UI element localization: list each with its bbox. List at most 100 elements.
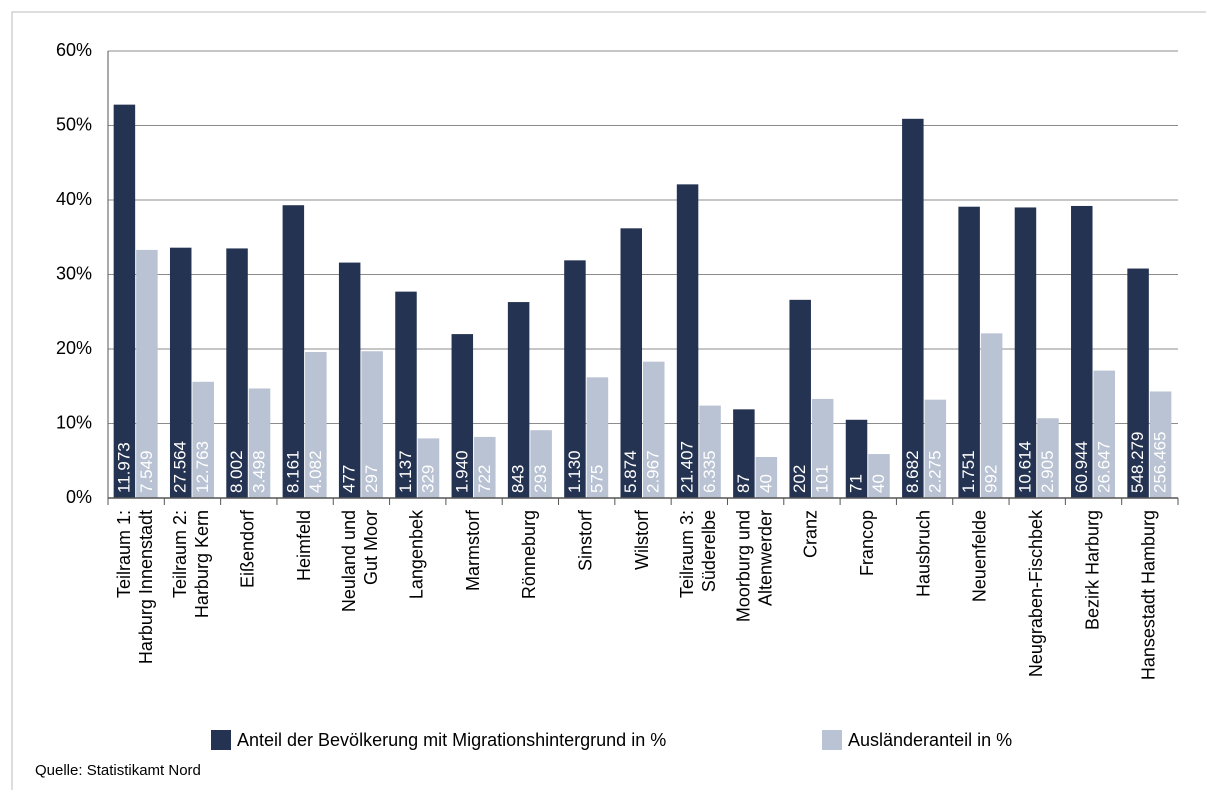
y-tick-label: 50% — [56, 114, 92, 134]
bar — [248, 388, 271, 498]
bar-label: 1.137 — [396, 450, 415, 493]
bar-label: 101 — [813, 465, 832, 493]
bar — [676, 184, 699, 499]
x-tick-label: Francop — [857, 510, 877, 576]
bar-label: 477 — [340, 465, 359, 493]
bar — [338, 262, 361, 498]
bar-label: 5.874 — [621, 450, 640, 493]
bar-label: 40 — [869, 474, 888, 493]
bar-label: 87 — [734, 474, 753, 493]
x-tick-label: Teilraum 3: — [677, 510, 697, 598]
bar — [1037, 418, 1059, 498]
bar-label: 10.614 — [1015, 441, 1034, 493]
x-tick-label: Marmstorf — [463, 509, 483, 591]
bar-label: 992 — [982, 465, 1001, 493]
bar-label: 27.564 — [171, 441, 190, 493]
bar — [474, 436, 496, 498]
bar — [755, 457, 778, 498]
y-tick-label: 60% — [56, 40, 92, 60]
bar — [305, 351, 327, 498]
x-tick-label: Langenbek — [406, 509, 426, 599]
bar-label: 2.275 — [925, 450, 944, 493]
bar — [192, 381, 214, 498]
bar — [789, 299, 811, 498]
x-tick-label: Neugraben-Fischbek — [1026, 509, 1046, 677]
bar — [586, 377, 609, 498]
x-tick-label: Cranz — [801, 510, 821, 558]
bar-label: 329 — [418, 465, 437, 493]
bar — [924, 399, 947, 498]
x-tick-label: Bezirk Harburg — [1082, 510, 1102, 630]
x-tick-label: Rönneburg — [519, 510, 539, 599]
bar-label: 722 — [475, 465, 494, 493]
y-tick-label: 20% — [56, 338, 92, 358]
x-tick-label: Heimfeld — [294, 510, 314, 581]
bar — [507, 302, 530, 498]
bar-label: 6.335 — [700, 450, 719, 493]
bar — [226, 248, 248, 498]
bar-label: 71 — [846, 474, 865, 493]
bar-label: 4.082 — [306, 450, 325, 493]
bar-label: 548.279 — [1128, 432, 1147, 493]
bar-label: 202 — [790, 465, 809, 493]
bar — [395, 291, 417, 498]
bar-label: 3.498 — [250, 450, 269, 493]
x-tick-label: Altenwerder — [755, 510, 775, 606]
bar — [1127, 268, 1149, 498]
bar — [1071, 205, 1093, 498]
bar — [980, 333, 1003, 498]
bar — [620, 228, 642, 498]
bar-label: 26.647 — [1094, 441, 1113, 493]
x-tick-label: Gut Moor — [361, 510, 381, 585]
bar — [136, 249, 158, 498]
source: Quelle: Statistikamt Nord — [35, 762, 201, 779]
bar — [1093, 370, 1116, 498]
bar — [451, 334, 474, 498]
y-tick-label: 40% — [56, 189, 92, 209]
bar-label: 21.407 — [678, 441, 697, 493]
bar — [868, 454, 890, 498]
bar-label: 8.161 — [283, 450, 302, 493]
x-tick-label: Sinstorf — [575, 509, 595, 571]
bar — [845, 419, 868, 498]
bar — [169, 247, 192, 498]
frame — [11, 11, 1206, 790]
legend-swatch — [211, 730, 231, 750]
bar-label: 1.751 — [959, 450, 978, 493]
bar — [1014, 207, 1037, 498]
bar — [902, 118, 924, 499]
y-tick-label: 10% — [56, 412, 92, 432]
bar-label: 7.549 — [137, 450, 156, 493]
x-tick-label: Harburg Innenstadt — [136, 510, 156, 664]
legend-label: Anteil der Bevölkerung mit Migrationshin… — [237, 730, 666, 750]
bar-label: 8.682 — [903, 450, 922, 493]
bar — [733, 409, 755, 498]
x-tick-label: Neuland und — [339, 510, 359, 612]
x-tick-label: Hansestadt Hamburg — [1139, 510, 1159, 680]
bar-label: 1.130 — [565, 450, 584, 493]
x-tick-label: Süderelbe — [699, 510, 719, 592]
legend-label: Ausländeranteil in % — [848, 730, 1012, 750]
y-tick-label: 0% — [66, 487, 92, 507]
bar — [113, 104, 136, 498]
x-tick-label: Teilraum 1: — [114, 510, 134, 598]
bar — [361, 351, 383, 498]
y-tick-label: 30% — [56, 263, 92, 283]
bar — [699, 405, 721, 498]
bar — [643, 361, 665, 498]
bar-label: 256.465 — [1151, 432, 1170, 493]
bar — [1149, 391, 1172, 498]
bar — [530, 430, 552, 498]
bar-label: 2.967 — [644, 450, 663, 493]
x-tick-label: Teilraum 2: — [170, 510, 190, 598]
bar-label: 11.973 — [114, 442, 133, 493]
x-tick-label: Eißendorf — [238, 509, 258, 588]
x-tick-label: Neuenfelde — [970, 510, 990, 602]
bar-label: 297 — [362, 465, 381, 493]
bar-label: 8.002 — [227, 450, 246, 493]
bar — [282, 205, 305, 498]
bar — [564, 260, 586, 498]
x-tick-label: Wilstorf — [632, 509, 652, 570]
bar — [958, 206, 980, 498]
